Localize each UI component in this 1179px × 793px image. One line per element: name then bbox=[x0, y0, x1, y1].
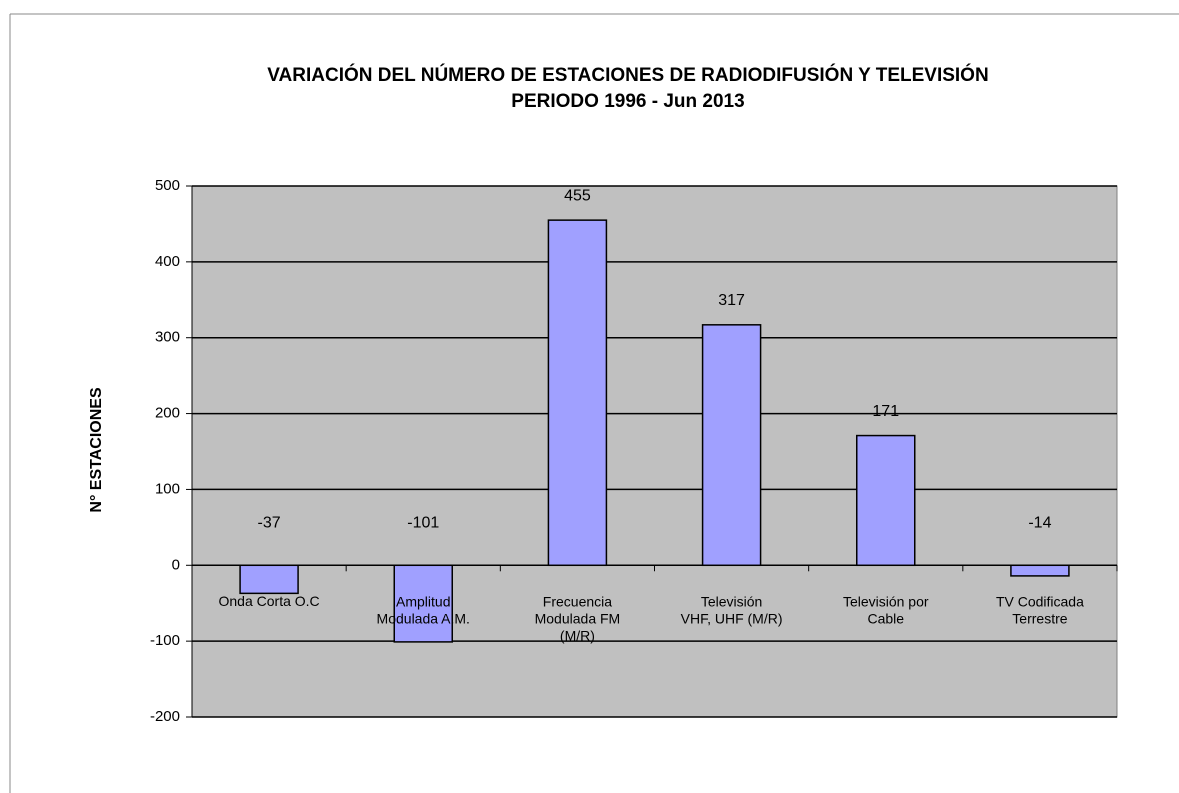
y-tick-label: 500 bbox=[155, 177, 180, 194]
y-tick-label: -200 bbox=[150, 708, 180, 725]
y-tick-label: 100 bbox=[155, 480, 180, 497]
y-tick-label: 0 bbox=[172, 556, 180, 573]
y-tick-label: -100 bbox=[150, 632, 180, 649]
data-label: -101 bbox=[407, 515, 439, 532]
bar bbox=[701, 324, 762, 567]
y-tick-label: 200 bbox=[155, 405, 180, 422]
x-tick-label: TV Codificada Terrestre bbox=[996, 593, 1084, 626]
y-tick-label: 400 bbox=[155, 253, 180, 270]
data-label: -14 bbox=[1028, 515, 1051, 532]
data-label: 455 bbox=[564, 187, 591, 204]
x-tick-label: Televisión VHF, UHF (M/R) bbox=[681, 593, 783, 626]
x-tick-label: Onda Corta O.C bbox=[219, 593, 320, 609]
data-label: 171 bbox=[872, 403, 899, 420]
bar bbox=[1010, 564, 1070, 577]
bar bbox=[856, 434, 916, 567]
data-label: -37 bbox=[258, 515, 281, 532]
bar bbox=[239, 564, 299, 595]
x-tick-label: Amplitud Modulada A.M. bbox=[377, 593, 470, 626]
x-tick-label: Televisión por Cable bbox=[843, 593, 929, 626]
data-label: 317 bbox=[718, 292, 745, 309]
bar bbox=[393, 564, 453, 643]
bar bbox=[547, 219, 608, 567]
plot-area bbox=[191, 185, 1118, 718]
chart-title: VARIACIÓN DEL NÚMERO DE ESTACIONES DE RA… bbox=[267, 64, 988, 86]
y-tick-label: 300 bbox=[155, 329, 180, 346]
y-axis-label: N° ESTACIONES bbox=[88, 387, 105, 513]
x-tick-label: Frecuencia Modulada FM (M/R) bbox=[535, 593, 621, 643]
chart-subtitle: PERIODO 1996 - Jun 2013 bbox=[511, 91, 744, 112]
